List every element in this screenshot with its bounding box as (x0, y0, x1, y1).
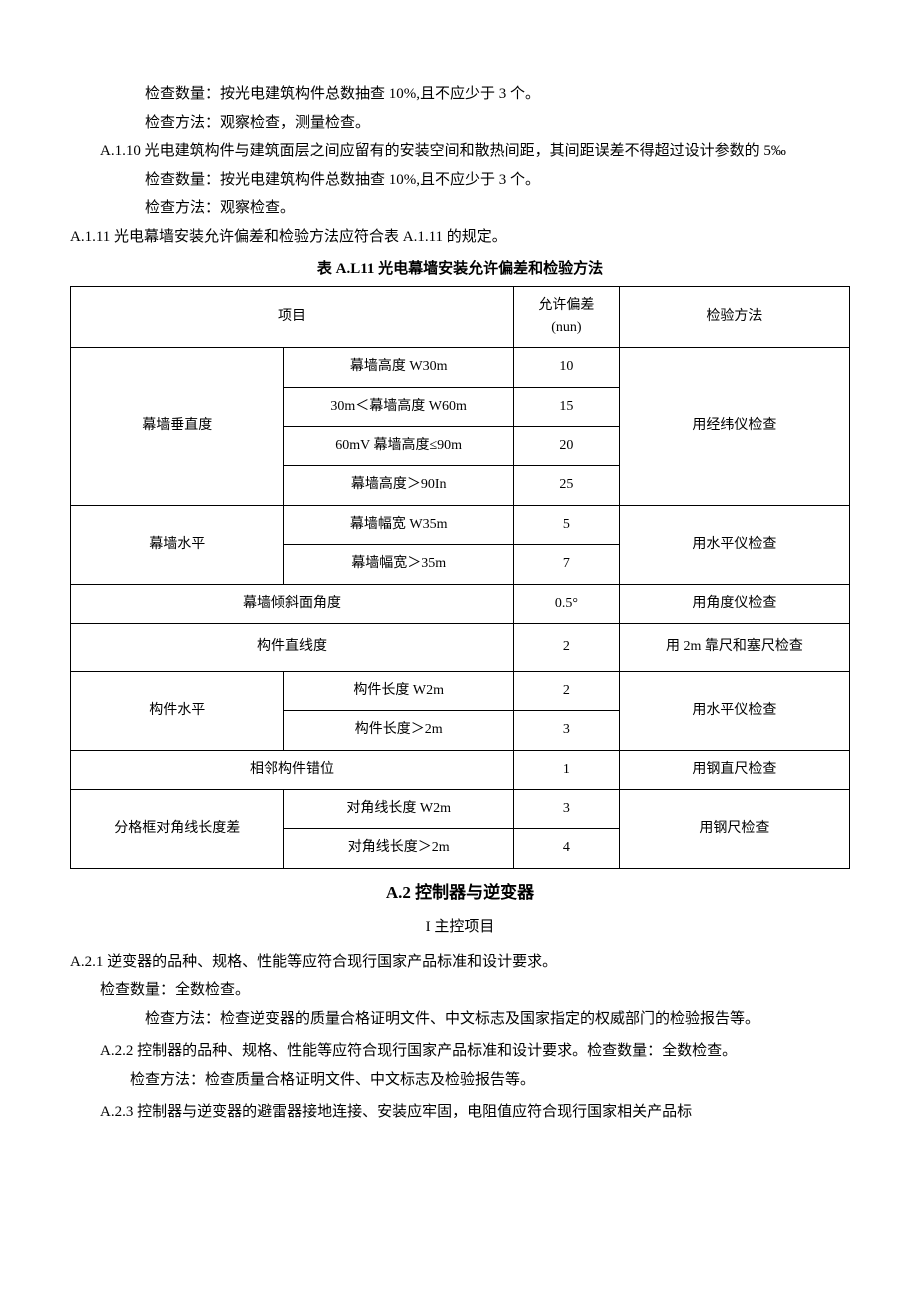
header-tol-text: 允许偏差 (538, 298, 594, 313)
cell-tol: 15 (513, 387, 619, 426)
table-row: 构件直线度 2 用 2m 靠尺和塞尺检查 (71, 624, 850, 672)
cell-tol: 1 (513, 750, 619, 789)
cell-cond: 60mV 幕墙高度≤90m (284, 427, 514, 466)
check-qty-1: 检查数量：按光电建筑构件总数抽查 10%,且不应少于 3 个。 (70, 80, 850, 109)
clause-a221-qty: 检查数量：全数检查。 (70, 976, 850, 1005)
cell-method: 用钢尺检查 (619, 789, 849, 868)
check-qty-2: 检查数量：按光电建筑构件总数抽查 10%,且不应少于 3 个。 (70, 166, 850, 195)
cell-vertical-cat: 幕墙垂直度 (71, 348, 284, 506)
cell-tol: 0.5° (513, 584, 619, 623)
cell-cond: 构件长度＞2m (284, 711, 514, 750)
header-item: 项目 (71, 286, 514, 348)
cell-tol: 4 (513, 829, 619, 868)
check-method-1: 检查方法：观察检查，测量检查。 (70, 109, 850, 138)
block-a223: A.2.3 控制器与逆变器的避雷器接地连接、安装应牢固，电阻值应符合现行国家相关… (70, 1098, 850, 1127)
cell-diagonal-cat: 分格框对角线长度差 (71, 789, 284, 868)
cell-cond: 对角线长度＞2m (284, 829, 514, 868)
cell-cond: 幕墙幅宽 W35m (284, 505, 514, 544)
cell-incline-cat: 幕墙倾斜面角度 (71, 584, 514, 623)
cell-cond: 幕墙高度 W30m (284, 348, 514, 387)
header-method: 检验方法 (619, 286, 849, 348)
table-header-row: 项目 允许偏差 (nun) 检验方法 (71, 286, 850, 348)
table-row: 分格框对角线长度差 对角线长度 W2m 3 用钢尺检查 (71, 789, 850, 828)
cell-cond: 30m＜幕墙高度 W60m (284, 387, 514, 426)
section-a2-title: A.2 控制器与逆变器 (70, 877, 850, 909)
clause-a223-head: A.2.3 控制器与逆变器的避雷器接地连接、安装应牢固，电阻值应符合现行国家相关… (100, 1098, 850, 1127)
cell-cond: 对角线长度 W2m (284, 789, 514, 828)
cell-tol: 25 (513, 466, 619, 505)
header-tolerance: 允许偏差 (nun) (513, 286, 619, 348)
block-a222: A.2.2 控制器的品种、规格、性能等应符合现行国家产品标准和设计要求。检查数量… (70, 1037, 850, 1094)
cell-method: 用水平仪检查 (619, 671, 849, 750)
cell-straight-cat: 构件直线度 (71, 624, 514, 672)
table-title: 表 A.L11 光电幕墙安装允许偏差和检验方法 (70, 255, 850, 284)
cell-method: 用经纬仪检查 (619, 348, 849, 506)
clause-a221-method: 检查方法：检查逆变器的质量合格证明文件、中文标志及国家指定的权威部门的检验报告等… (70, 1005, 850, 1034)
table-row: 幕墙倾斜面角度 0.5° 用角度仪检查 (71, 584, 850, 623)
cell-cond: 幕墙高度＞90In (284, 466, 514, 505)
clause-a222-method: 检查方法：检查质量合格证明文件、中文标志及检验报告等。 (100, 1066, 850, 1095)
cell-tol: 2 (513, 624, 619, 672)
cell-tol: 7 (513, 545, 619, 584)
cell-horiz-cat: 幕墙水平 (71, 505, 284, 584)
cell-method: 用角度仪检查 (619, 584, 849, 623)
cell-cond: 幕墙幅宽＞35m (284, 545, 514, 584)
table-row: 相邻构件错位 1 用钢直尺检查 (71, 750, 850, 789)
check-method-2: 检查方法：观察检查。 (70, 194, 850, 223)
cell-tol: 20 (513, 427, 619, 466)
header-tol-unit: (nun) (551, 320, 581, 335)
cell-adjacent-cat: 相邻构件错位 (71, 750, 514, 789)
table-row: 幕墙垂直度 幕墙高度 W30m 10 用经纬仪检查 (71, 348, 850, 387)
clause-a111: A.1.11 光电幕墙安装允许偏差和检验方法应符合表 A.1.11 的规定。 (70, 223, 850, 252)
cell-method: 用 2m 靠尺和塞尺检查 (619, 624, 849, 672)
cell-tol: 3 (513, 789, 619, 828)
section-a2-subtitle: I 主控项目 (70, 913, 850, 942)
cell-tol: 3 (513, 711, 619, 750)
cell-comp-horiz-cat: 构件水平 (71, 671, 284, 750)
cell-tol: 10 (513, 348, 619, 387)
cell-method: 用钢直尺检查 (619, 750, 849, 789)
cell-cond: 构件长度 W2m (284, 671, 514, 710)
table-row: 构件水平 构件长度 W2m 2 用水平仪检查 (71, 671, 850, 710)
deviation-table: 项目 允许偏差 (nun) 检验方法 幕墙垂直度 幕墙高度 W30m 10 用经… (70, 286, 850, 869)
clause-a221-head: A.2.1 逆变器的品种、规格、性能等应符合现行国家产品标准和设计要求。 (70, 948, 850, 977)
cell-tol: 2 (513, 671, 619, 710)
cell-method: 用水平仪检查 (619, 505, 849, 584)
clause-a222-head: A.2.2 控制器的品种、规格、性能等应符合现行国家产品标准和设计要求。检查数量… (100, 1037, 850, 1066)
table-row: 幕墙水平 幕墙幅宽 W35m 5 用水平仪检查 (71, 505, 850, 544)
clause-a110: A.1.10 光电建筑构件与建筑面层之间应留有的安装空间和散热间距，其间距误差不… (70, 137, 850, 166)
cell-tol: 5 (513, 505, 619, 544)
